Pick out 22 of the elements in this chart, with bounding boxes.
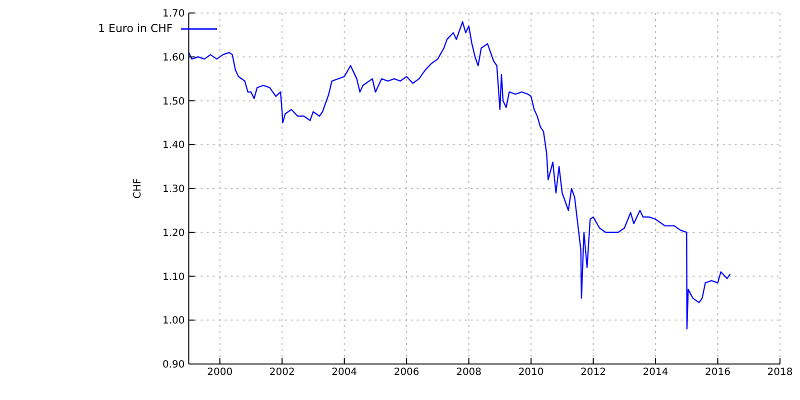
x-tick-label: 2000	[207, 367, 233, 378]
x-tick-label: 2018	[767, 367, 793, 378]
y-tick-label: 1.20	[162, 228, 185, 239]
y-tick-label: 1.00	[162, 316, 185, 327]
legend-label: 1 Euro in CHF	[98, 22, 173, 35]
x-tick-label: 2012	[580, 367, 606, 378]
y-tick-label: 1.50	[162, 96, 185, 108]
line-series	[188, 21, 731, 330]
y-tick-label: 1.70	[162, 8, 185, 20]
y-tick-label: 1.10	[162, 272, 185, 283]
x-tick-label: 2004	[332, 367, 358, 378]
x-tick-label: 2008	[456, 367, 482, 378]
y-tick-label: 1.40	[162, 140, 185, 152]
x-tick-label: 2016	[705, 367, 730, 378]
x-tick-label: 2010	[518, 367, 544, 378]
x-tick-label: 2006	[394, 367, 420, 378]
y-tick-label: 1.60	[162, 52, 185, 64]
x-tick-label: 2014	[642, 367, 668, 378]
y-tick-label: 1.30	[162, 184, 185, 196]
y-tick-label: 0.90	[162, 360, 185, 371]
y-axis-title: CHF	[132, 178, 144, 199]
x-tick-label: 2002	[269, 367, 295, 378]
